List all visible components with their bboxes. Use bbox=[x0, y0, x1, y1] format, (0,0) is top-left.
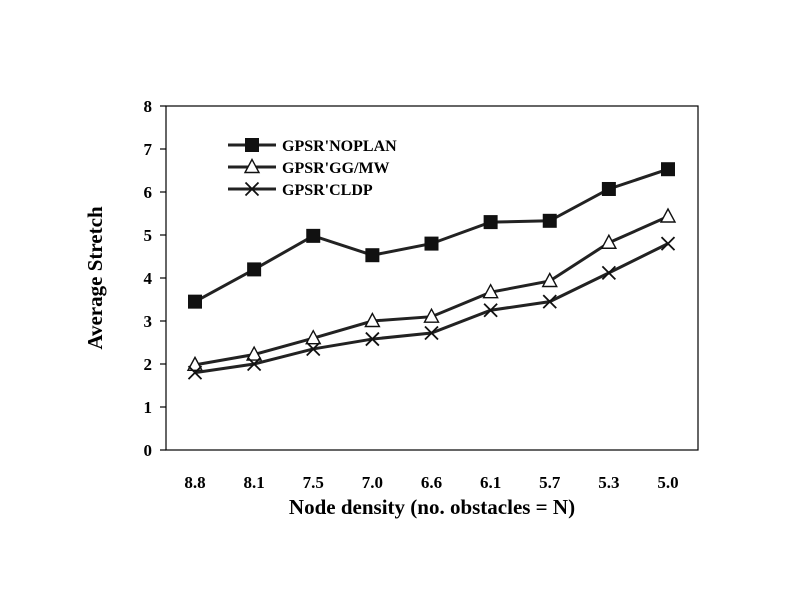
y-tick-label: 6 bbox=[144, 183, 153, 202]
data-point bbox=[187, 365, 203, 380]
data-point bbox=[364, 312, 381, 328]
y-tick-label: 8 bbox=[144, 97, 153, 116]
x-tick-label: 8.1 bbox=[244, 473, 265, 492]
data-point bbox=[424, 236, 439, 251]
x-tick-label: 6.1 bbox=[480, 473, 501, 492]
data-point bbox=[424, 325, 439, 341]
data-point bbox=[659, 207, 677, 223]
data-point bbox=[483, 215, 498, 230]
data-point bbox=[483, 303, 498, 318]
series-x-cross bbox=[187, 236, 676, 380]
legend-marker bbox=[243, 158, 261, 174]
y-tick-label: 1 bbox=[144, 398, 153, 417]
x-tick-label: 8.8 bbox=[184, 473, 205, 492]
legend-marker bbox=[245, 138, 259, 152]
legend: GPSR'NOPLAN GPSR'GG/MW GPSR'CLDP bbox=[222, 130, 420, 206]
y-tick-label: 5 bbox=[144, 226, 153, 245]
legend-label: GPSR'GG/MW bbox=[282, 160, 390, 177]
data-point bbox=[365, 248, 380, 263]
y-tick-label: 3 bbox=[144, 312, 153, 331]
data-point bbox=[542, 294, 557, 309]
x-tick-label: 5.3 bbox=[598, 473, 619, 492]
legend-entry: GPSR'CLDP bbox=[228, 181, 373, 199]
data-point bbox=[188, 294, 202, 309]
x-tick-label: 7.0 bbox=[362, 473, 383, 492]
data-point bbox=[423, 307, 440, 323]
x-tick-label: 5.7 bbox=[539, 473, 561, 492]
series-open-triangle bbox=[186, 207, 677, 372]
x-tick-label: 7.5 bbox=[303, 473, 324, 492]
legend-label: GPSR'NOPLAN bbox=[282, 138, 397, 155]
y-tick-label: 7 bbox=[144, 140, 153, 159]
y-axis-label: Average Stretch bbox=[83, 206, 107, 350]
data-point bbox=[186, 355, 204, 372]
legend-marker bbox=[244, 181, 260, 197]
x-axis-label: Node density (no. obstacles = N) bbox=[289, 495, 575, 519]
data-point bbox=[661, 162, 675, 177]
x-tick-label: 5.0 bbox=[657, 473, 678, 492]
y-tick-label: 2 bbox=[144, 355, 153, 374]
data-point bbox=[247, 262, 262, 277]
data-point bbox=[306, 341, 321, 357]
data-point bbox=[601, 265, 617, 280]
data-point bbox=[660, 236, 676, 251]
legend-entry: GPSR'GG/MW bbox=[228, 158, 390, 177]
data-point bbox=[365, 331, 380, 347]
data-point bbox=[305, 329, 322, 345]
legend-label: GPSR'CLDP bbox=[282, 182, 373, 199]
x-tick-label: 6.6 bbox=[421, 473, 442, 492]
data-point bbox=[600, 233, 618, 249]
data-point bbox=[542, 213, 557, 228]
y-tick-label: 0 bbox=[144, 441, 153, 460]
data-point bbox=[306, 228, 321, 243]
data-point bbox=[541, 272, 558, 288]
series-filled-square bbox=[188, 162, 675, 309]
y-tick-label: 4 bbox=[144, 269, 153, 288]
data-point bbox=[482, 283, 499, 299]
data-point bbox=[246, 356, 262, 372]
data-point bbox=[601, 181, 616, 196]
legend-entry: GPSR'NOPLAN bbox=[228, 138, 397, 155]
data-point bbox=[245, 345, 263, 361]
